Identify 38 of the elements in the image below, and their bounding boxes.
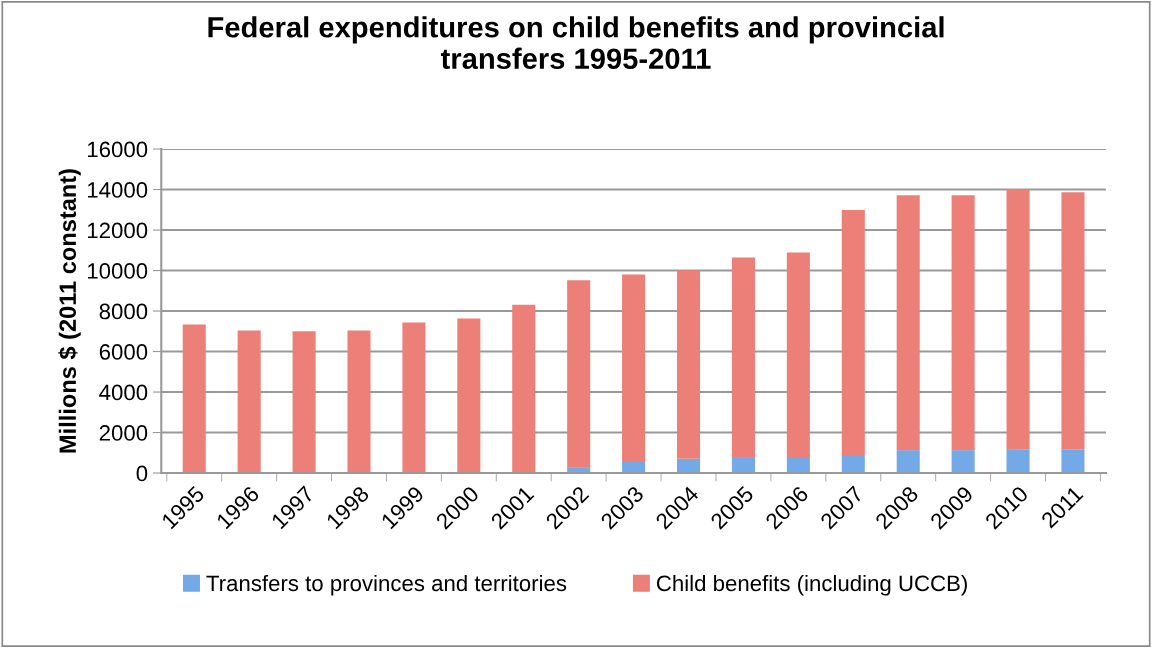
bar xyxy=(1006,189,1030,450)
y-tick-label: 4000 xyxy=(99,384,148,401)
y-tick-label: 12000 xyxy=(87,222,148,239)
bar xyxy=(567,280,591,468)
bar xyxy=(731,457,755,474)
bar xyxy=(951,450,975,474)
chart-title: Federal expenditures on child benefits and provincial transfers 1995-2011 xyxy=(208,16,944,70)
y-axis-title: Millions $ (2011 constant) xyxy=(58,169,81,453)
bar xyxy=(457,318,481,474)
bar xyxy=(292,331,316,474)
bar xyxy=(237,330,261,474)
bar xyxy=(951,195,975,451)
bar xyxy=(896,195,920,451)
y-tick-label: 10000 xyxy=(87,263,148,279)
bar xyxy=(347,330,371,474)
bar xyxy=(731,257,755,458)
legend-label: Child benefits (including UCCB) xyxy=(656,574,967,596)
y-tick-label: 2000 xyxy=(99,425,148,441)
y-tick-label: 16000 xyxy=(87,141,148,158)
bar xyxy=(896,450,920,474)
bar xyxy=(676,270,701,459)
bar xyxy=(1006,449,1030,474)
bar xyxy=(512,304,536,474)
bar xyxy=(622,274,646,462)
bar xyxy=(841,209,865,456)
legend-label: Transfers to provinces and territories xyxy=(206,574,567,596)
bar xyxy=(402,322,426,474)
bar xyxy=(1061,449,1085,474)
y-tick-label: 14000 xyxy=(87,182,148,198)
y-tick-label: 0 xyxy=(136,465,148,482)
bar xyxy=(786,252,810,458)
bar xyxy=(1061,192,1085,450)
bar xyxy=(841,455,865,474)
bar xyxy=(182,324,206,474)
bar xyxy=(676,458,701,474)
y-tick-label: 8000 xyxy=(99,303,148,320)
bar xyxy=(786,457,810,474)
y-tick-label: 6000 xyxy=(99,344,148,360)
